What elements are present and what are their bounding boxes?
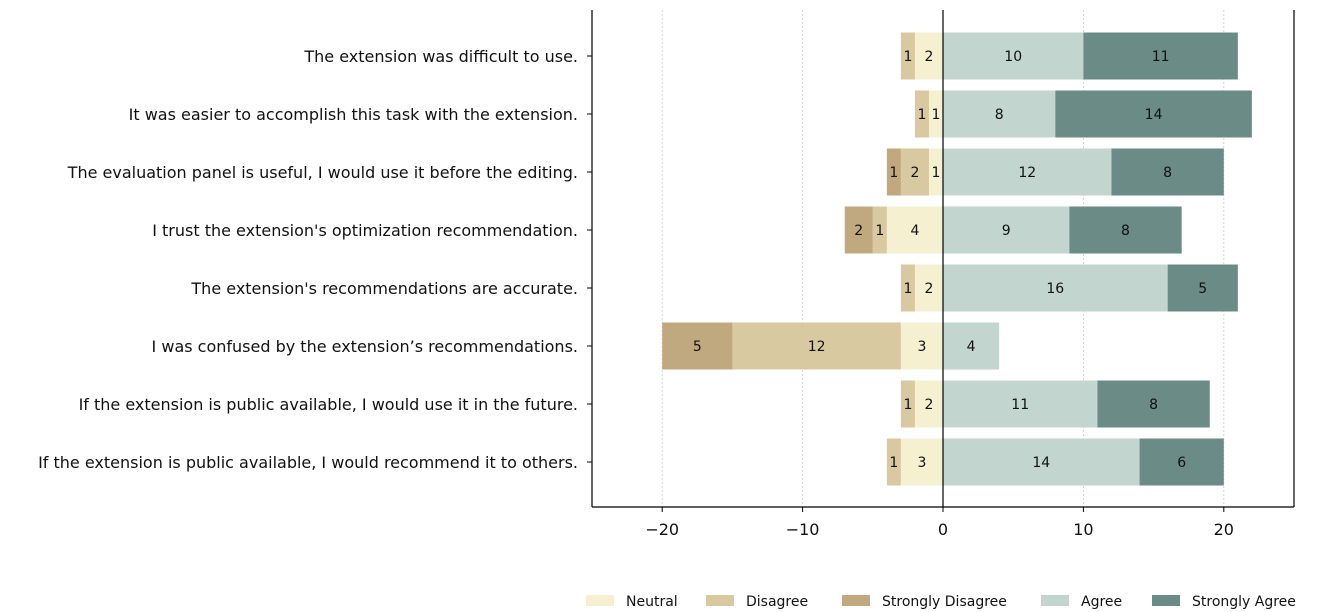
bar-neutral: [928, 90, 943, 138]
bar-strongly-agree: [1069, 206, 1182, 254]
bar-disagree: [914, 90, 929, 138]
data-label: 14: [1145, 107, 1163, 123]
bar-strongly-agree: [1111, 148, 1224, 196]
y-tick-label: The extension's recommendations are accu…: [190, 279, 578, 298]
data-label: 5: [1198, 281, 1207, 297]
data-label: 2: [924, 281, 933, 297]
x-tick-label: −20: [645, 520, 679, 539]
data-label: 2: [924, 397, 933, 413]
legend-label: Disagree: [746, 594, 808, 610]
y-tick-label: It was easier to accomplish this task wi…: [129, 105, 578, 124]
data-label: 3: [917, 339, 926, 355]
legend-swatch: [842, 595, 870, 606]
bar-neutral: [914, 380, 943, 428]
data-label: 1: [917, 107, 926, 123]
legend-swatch: [1041, 595, 1069, 606]
data-label: 1: [932, 165, 941, 181]
bar-agree: [943, 90, 1056, 138]
bar-disagree: [900, 148, 929, 196]
x-tick-label: 20: [1214, 520, 1234, 539]
bar-strongly-agree: [1083, 32, 1238, 80]
data-label: 1: [903, 281, 912, 297]
data-label: 1: [889, 165, 898, 181]
data-label: 1: [875, 223, 884, 239]
y-tick-label: The evaluation panel is useful, I would …: [67, 163, 578, 182]
y-tick-label: If the extension is public available, I …: [79, 395, 578, 414]
legend-label: Strongly Agree: [1192, 594, 1296, 610]
bar-neutral: [914, 32, 943, 80]
data-label: 8: [1163, 165, 1172, 181]
bar-neutral: [914, 264, 943, 312]
bar-disagree: [900, 32, 915, 80]
data-label: 8: [995, 107, 1004, 123]
bar-agree: [943, 380, 1098, 428]
bar-strongly-disagree: [886, 148, 901, 196]
data-label: 12: [808, 339, 826, 355]
data-label: 2: [924, 49, 933, 65]
bar-agree: [943, 264, 1168, 312]
bar-neutral: [900, 322, 943, 370]
bar-agree: [943, 438, 1140, 486]
bar-neutral: [886, 206, 943, 254]
bar-agree: [943, 206, 1070, 254]
x-tick-label: 0: [938, 520, 948, 539]
x-tick-label: −10: [786, 520, 820, 539]
bar-strongly-agree: [1055, 90, 1252, 138]
bar-disagree: [886, 438, 901, 486]
bar-neutral: [900, 438, 943, 486]
bar-strongly-agree: [1097, 380, 1210, 428]
y-tick-label: If the extension is public available, I …: [38, 453, 578, 472]
legend-swatch: [706, 595, 734, 606]
y-tick-label: I trust the extension's optimization rec…: [152, 221, 578, 240]
data-label: 8: [1149, 397, 1158, 413]
data-label: 1: [903, 397, 912, 413]
x-tick-label: 10: [1073, 520, 1093, 539]
bar-strongly-disagree: [844, 206, 873, 254]
data-label: 1: [903, 49, 912, 65]
data-label: 12: [1018, 165, 1036, 181]
bar-strongly-disagree: [662, 322, 733, 370]
bar-agree: [943, 32, 1084, 80]
bar-disagree: [900, 380, 915, 428]
bar-strongly-agree: [1167, 264, 1238, 312]
bar-strongly-agree: [1139, 438, 1224, 486]
data-label: 1: [932, 107, 941, 123]
bar-disagree: [872, 206, 887, 254]
data-label: 4: [967, 339, 976, 355]
data-label: 1: [889, 455, 898, 471]
bar-agree: [943, 322, 1000, 370]
data-label: 9: [1002, 223, 1011, 239]
data-label: 6: [1177, 455, 1186, 471]
bar-disagree: [732, 322, 901, 370]
data-label: 8: [1121, 223, 1130, 239]
data-label: 5: [693, 339, 702, 355]
bar-agree: [943, 148, 1112, 196]
data-label: 4: [910, 223, 919, 239]
data-label: 11: [1011, 397, 1029, 413]
y-tick-label: I was confused by the extension’s recomm…: [152, 337, 578, 356]
data-label: 3: [917, 455, 926, 471]
data-label: 2: [910, 165, 919, 181]
bar-neutral: [928, 148, 943, 196]
data-label: 2: [854, 223, 863, 239]
bar-disagree: [900, 264, 915, 312]
legend-label: Neutral: [626, 594, 678, 610]
legend-swatch: [586, 595, 614, 606]
data-label: 10: [1004, 49, 1022, 65]
data-label: 11: [1152, 49, 1170, 65]
legend-label: Strongly Disagree: [882, 594, 1007, 610]
y-tick-label: The extension was difficult to use.: [303, 47, 578, 66]
data-label: 16: [1046, 281, 1064, 297]
legend-label: Agree: [1081, 594, 1122, 610]
data-label: 14: [1032, 455, 1050, 471]
legend-swatch: [1152, 595, 1180, 606]
